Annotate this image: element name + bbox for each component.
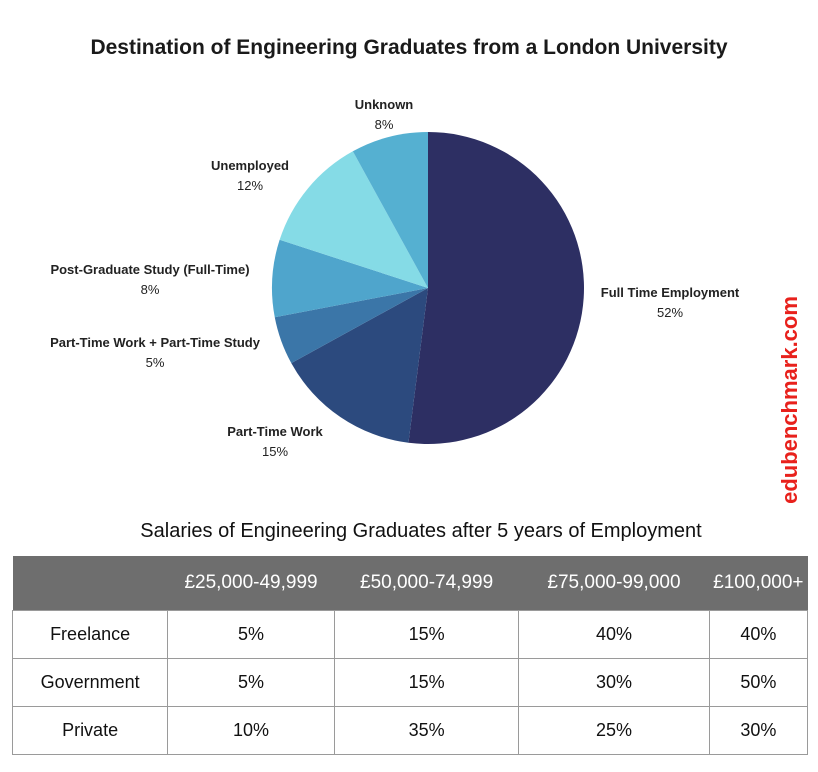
table-cell: 15% <box>333 610 520 659</box>
table-cell: 10% <box>167 706 335 755</box>
table-cell: 40% <box>518 610 710 659</box>
slice-label-part-time-work-study: Part-Time Work + Part-Time Study <box>50 335 261 350</box>
table-cell: 35% <box>333 706 520 755</box>
table-header-cell: £75,000-99,000 <box>518 556 710 611</box>
table-row: Private 10% 35% 25% 30% <box>11 706 809 755</box>
slice-label-post-graduate-study: Post-Graduate Study (Full-Time) <box>50 262 249 277</box>
slice-value-unemployed: 12% <box>237 178 263 193</box>
salary-table: £25,000-49,999 £50,000-74,999 £75,000-99… <box>11 556 809 755</box>
table-row: Government 5% 15% 30% 50% <box>11 658 809 707</box>
slice-label-full-time-employment: Full Time Employment <box>601 285 740 300</box>
table-cell: 15% <box>333 658 520 707</box>
row-label: Private <box>11 706 169 755</box>
pie-slice-unemployed <box>279 151 428 288</box>
row-label: Freelance <box>11 610 169 659</box>
table-cell: 50% <box>708 658 809 707</box>
slice-label-unemployed: Unemployed <box>211 158 289 173</box>
table-cell: 5% <box>167 610 335 659</box>
slice-value-unknown: 8% <box>375 117 394 132</box>
table-row: Freelance 5% 15% 40% 40% <box>11 610 809 659</box>
table-header-row: £25,000-49,999 £50,000-74,999 £75,000-99… <box>12 556 808 611</box>
watermark-text: edubenchmark.com <box>777 296 802 504</box>
table-header-cell: £100,000+ <box>709 556 808 611</box>
pie-chart-title: Destination of Engineering Graduates fro… <box>90 36 728 59</box>
table-header-cell <box>12 556 168 611</box>
slice-value-part-time-work: 15% <box>262 444 288 459</box>
pie-slice-post-graduate-study <box>271 239 428 318</box>
slice-value-post-graduate-study: 8% <box>141 282 160 297</box>
slice-label-unknown: Unknown <box>355 97 414 112</box>
table-title: Salaries of Engineering Graduates after … <box>140 520 702 542</box>
table-cell: 5% <box>167 658 335 707</box>
row-label: Government <box>11 658 169 707</box>
pie-slice-part-time-work <box>291 288 428 443</box>
pie-slice-unknown <box>352 132 428 288</box>
table-header-cell: £25,000-49,999 <box>167 556 335 611</box>
table-cell: 30% <box>518 658 710 707</box>
pie-chart: Full Time Employment 52% Part-Time Work 15%… <box>50 97 740 459</box>
slice-value-full-time-employment: 52% <box>657 305 683 320</box>
table-cell: 25% <box>518 706 710 755</box>
slice-label-part-time-work: Part-Time Work <box>227 424 323 439</box>
table-cell: 30% <box>708 706 809 755</box>
pie-slice-part-time-work-study <box>274 288 428 364</box>
table-header-cell: £50,000-74,999 <box>334 556 519 611</box>
slice-value-part-time-work-study: 5% <box>146 355 165 370</box>
pie-slice-full-time-employment <box>408 132 585 444</box>
table-cell: 40% <box>708 610 809 659</box>
